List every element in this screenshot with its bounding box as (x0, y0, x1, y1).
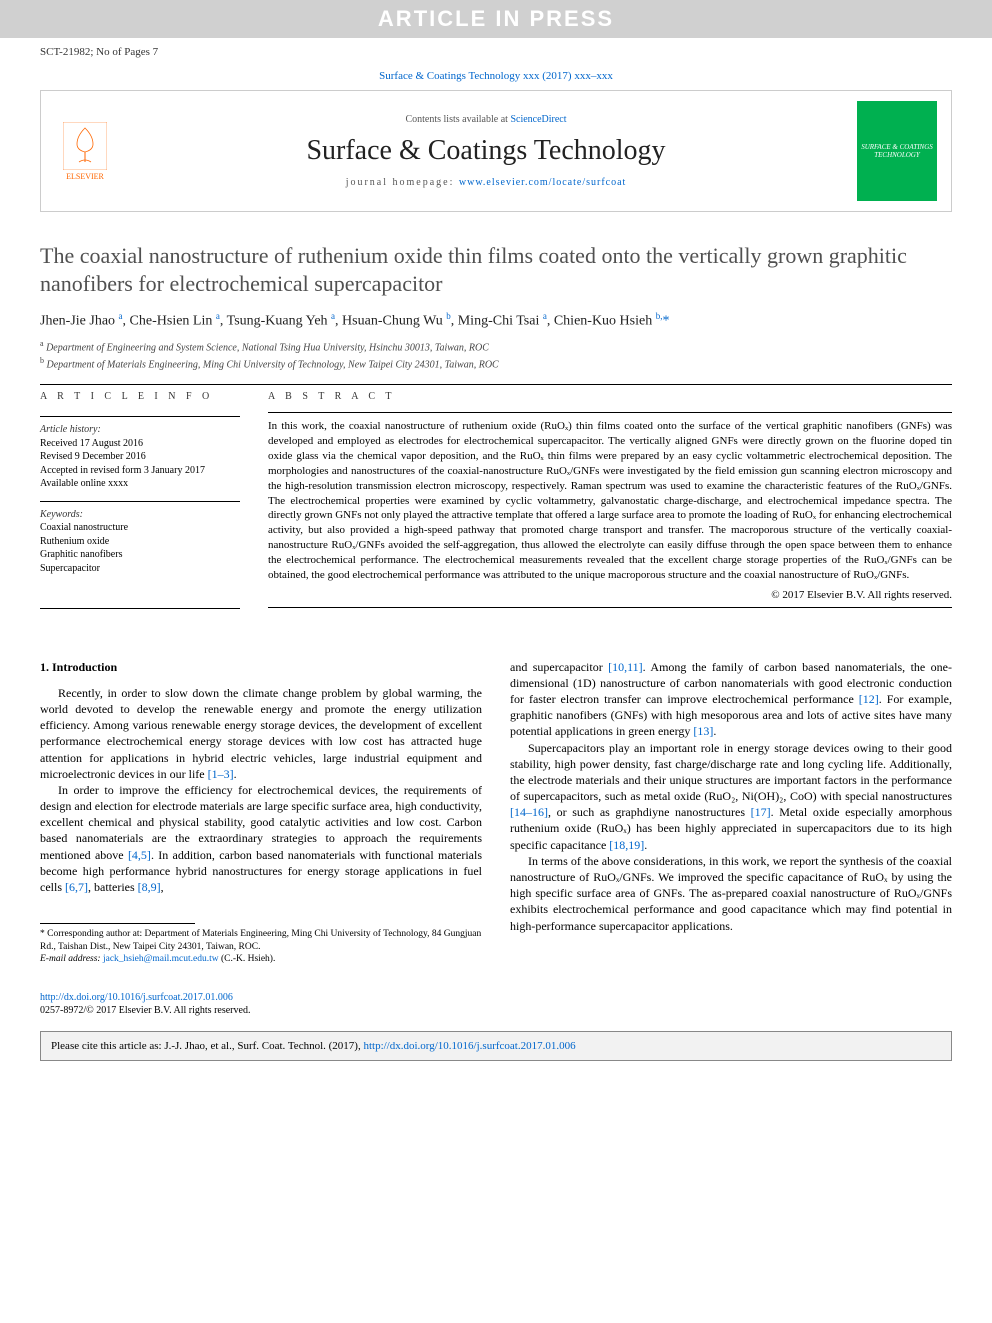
contents-available-line: Contents lists available at ScienceDirec… (115, 114, 857, 125)
journal-homepage-line: journal homepage: www.elsevier.com/locat… (115, 177, 857, 188)
article-info-column: A R T I C L E I N F O Article history: R… (40, 391, 240, 607)
article-info-heading: A R T I C L E I N F O (40, 391, 240, 408)
abstract-copyright: © 2017 Elsevier B.V. All rights reserved… (268, 589, 952, 601)
left-para-1: In order to improve the efficiency for e… (40, 782, 482, 895)
info-bottom-rule (40, 608, 240, 609)
left-para-0: Recently, in order to slow down the clim… (40, 685, 482, 782)
homepage-link[interactable]: www.elsevier.com/locate/surfcoat (459, 177, 626, 188)
history-accepted: Accepted in revised form 3 January 2017 (40, 464, 240, 478)
journal-citation-anchor[interactable]: Surface & Coatings Technology xxx (2017)… (379, 70, 613, 82)
authors-line: Jhen-Jie Jhao a, Che-Hsien Lin a, Tsung-… (40, 311, 952, 330)
doi-block: http://dx.doi.org/10.1016/j.surfcoat.201… (0, 975, 992, 1023)
homepage-prefix: journal homepage: (346, 177, 459, 188)
citation-box: Please cite this article as: J.-J. Jhao,… (40, 1031, 952, 1061)
keyword-1: Ruthenium oxide (40, 535, 240, 549)
info-rule-2 (40, 501, 240, 502)
issn-copyright-line: 0257-8972/© 2017 Elsevier B.V. All right… (40, 1004, 952, 1017)
history-received: Received 17 August 2016 (40, 437, 240, 451)
corresponding-footnote: * Corresponding author at: Department of… (40, 928, 482, 965)
doi-link[interactable]: http://dx.doi.org/10.1016/j.surfcoat.201… (40, 992, 233, 1003)
cite-prefix: Please cite this article as: J.-J. Jhao,… (51, 1040, 363, 1052)
contents-prefix: Contents lists available at (405, 114, 510, 125)
history-revised: Revised 9 December 2016 (40, 450, 240, 464)
info-rule-1 (40, 416, 240, 417)
keywords-label: Keywords: (40, 508, 240, 522)
body-left-column: 1. Introduction Recently, in order to sl… (40, 659, 482, 966)
elsevier-label: ELSEVIER (66, 172, 104, 181)
keyword-0: Coaxial nanostructure (40, 521, 240, 535)
elsevier-logo: ELSEVIER (55, 116, 115, 186)
article-history-block: Article history: Received 17 August 2016… (40, 423, 240, 491)
journal-name: Surface & Coatings Technology (115, 135, 857, 167)
header-center: Contents lists available at ScienceDirec… (115, 114, 857, 188)
article-area: The coaxial nanostructure of ruthenium o… (0, 212, 992, 975)
cite-doi-link[interactable]: http://dx.doi.org/10.1016/j.surfcoat.201… (363, 1040, 575, 1052)
abstract-rule (268, 412, 952, 413)
right-para-0: and supercapacitor [10,11]. Among the fa… (510, 659, 952, 740)
footnote-rule (40, 923, 195, 924)
top-rule (40, 384, 952, 385)
abstract-heading: A B S T R A C T (268, 391, 952, 402)
abstract-bottom-rule (268, 607, 952, 608)
journal-header-box: ELSEVIER Contents lists available at Sci… (40, 90, 952, 212)
affiliation-b: b Department of Materials Engineering, M… (40, 355, 952, 372)
body-columns: 1. Introduction Recently, in order to sl… (40, 659, 952, 966)
affiliations: a Department of Engineering and System S… (40, 338, 952, 373)
email-link[interactable]: jack_hsieh@mail.mcut.edu.tw (103, 954, 219, 964)
journal-citation-link[interactable]: Surface & Coatings Technology xxx (2017)… (0, 66, 992, 90)
info-abstract-row: A R T I C L E I N F O Article history: R… (40, 391, 952, 607)
page-reference: SCT-21982; No of Pages 7 (0, 38, 992, 66)
right-para-2: In terms of the above considerations, in… (510, 853, 952, 934)
elsevier-tree-icon (63, 122, 107, 170)
cover-text: SURFACE & COATINGS TECHNOLOGY (861, 143, 933, 159)
right-para-1: Supercapacitors play an important role i… (510, 740, 952, 853)
affiliation-a-text: Department of Engineering and System Sci… (46, 342, 489, 353)
email-line: E-mail address: jack_hsieh@mail.mcut.edu… (40, 953, 482, 965)
abstract-column: A B S T R A C T In this work, the coaxia… (268, 391, 952, 607)
sciencedirect-link[interactable]: ScienceDirect (510, 114, 566, 125)
article-title: The coaxial nanostructure of ruthenium o… (40, 242, 952, 297)
email-suffix: (C.-K. Hsieh). (219, 954, 276, 964)
keyword-2: Graphitic nanofibers (40, 548, 240, 562)
article-in-press-banner: ARTICLE IN PRESS (0, 0, 992, 38)
corresponding-text: * Corresponding author at: Department of… (40, 928, 482, 953)
affiliation-a: a Department of Engineering and System S… (40, 338, 952, 355)
email-label: E-mail address: (40, 954, 101, 964)
history-label: Article history: (40, 423, 240, 437)
abstract-text: In this work, the coaxial nanostructure … (268, 419, 952, 582)
body-right-column: and supercapacitor [10,11]. Among the fa… (510, 659, 952, 966)
keywords-block: Keywords: Coaxial nanostructure Rutheniu… (40, 508, 240, 576)
section-1-heading: 1. Introduction (40, 659, 482, 675)
affiliation-b-text: Department of Materials Engineering, Min… (47, 359, 499, 370)
history-online: Available online xxxx (40, 477, 240, 491)
keyword-3: Supercapacitor (40, 562, 240, 576)
journal-cover-thumbnail: SURFACE & COATINGS TECHNOLOGY (857, 101, 937, 201)
